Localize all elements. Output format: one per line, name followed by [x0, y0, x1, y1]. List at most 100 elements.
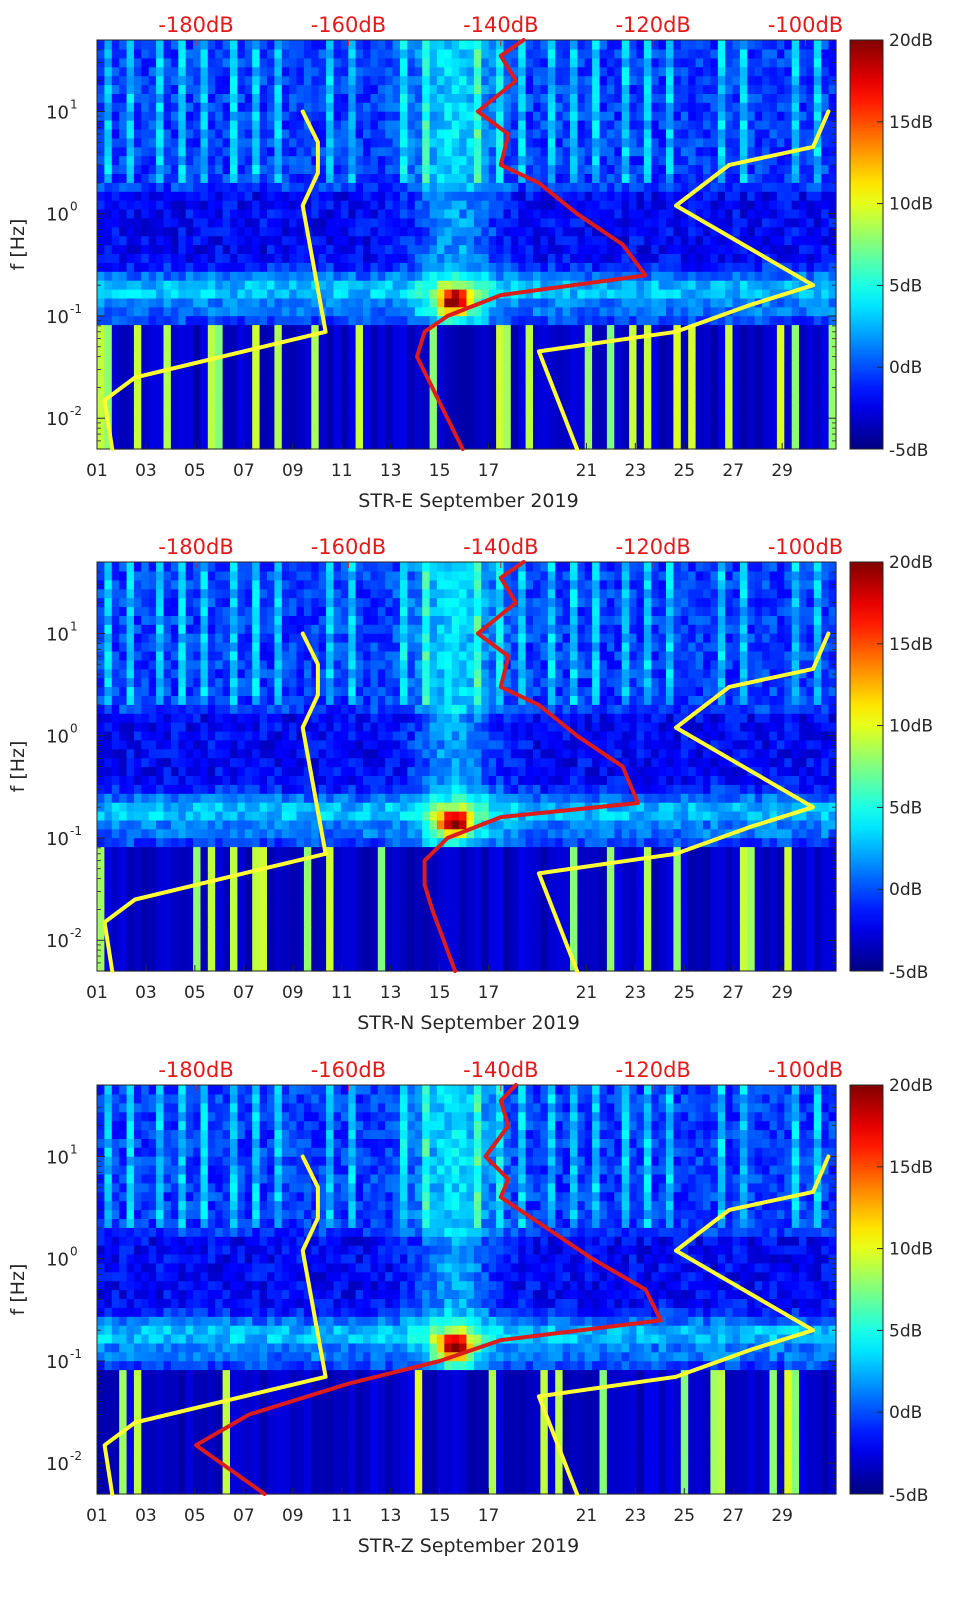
red-noise-curve-3 [194, 1083, 663, 1496]
y-tick-label: 10 [46, 205, 69, 226]
y-tick-label: 10 [46, 624, 69, 645]
x-tick-label: 11 [331, 461, 353, 481]
top-axis-label: -100dB [768, 535, 843, 559]
colorbar-label: 20dB [889, 1076, 933, 1096]
top-axis-label: -120dB [615, 1058, 690, 1082]
y-tick-exponent: -1 [70, 1347, 82, 1361]
x-tick-label: 23 [625, 1506, 647, 1526]
y-tick-label: 10 [46, 102, 69, 123]
y-tick-label: 10 [46, 1147, 69, 1168]
y-tick-label: 10 [46, 1250, 69, 1271]
colorbar-label: 0dB [889, 1403, 922, 1423]
top-axis-label: -160dB [311, 535, 386, 559]
top-axis-label: -120dB [615, 535, 690, 559]
colorbar-label: 10dB [889, 1240, 933, 1260]
x-tick-label: 05 [184, 461, 206, 481]
x-tick-label: 27 [722, 1506, 744, 1526]
x-tick-label: 15 [429, 983, 451, 1003]
colorbar-label: 10dB [889, 195, 933, 215]
yellow-noise-curve-2 [536, 109, 831, 451]
colorbar: 20dB 15dB 10dB 5dB 0dB -5dB [849, 553, 933, 983]
colorbar-gradient [849, 1084, 884, 1495]
y-tick-exponent: -1 [70, 302, 82, 316]
x-tick-label: 23 [625, 983, 647, 1003]
red-noise-curve-3 [422, 560, 640, 973]
colorbar-label: -5dB [889, 963, 928, 983]
x-tick-label: 21 [576, 461, 598, 481]
spectrogram-image [97, 40, 837, 450]
x-axis-label: STR-E September 2019 [358, 490, 578, 512]
colorbar: 20dB 15dB 10dB 5dB 0dB -5dB [849, 1076, 933, 1506]
top-axis-label: -140dB [463, 13, 538, 37]
top-axis-label: -120dB [615, 13, 690, 37]
x-tick-label: 27 [722, 983, 744, 1003]
x-tick-label: 25 [673, 461, 695, 481]
x-tick-label: 11 [331, 983, 353, 1003]
colorbar-label: -5dB [889, 1486, 928, 1506]
x-tick-label: 23 [625, 461, 647, 481]
y-tick-exponent: 0 [70, 1245, 78, 1259]
x-tick-label: 29 [771, 461, 793, 481]
spectrogram-image [97, 562, 837, 972]
colorbar-label: 10dB [889, 717, 933, 737]
colorbar-label: 5dB [889, 276, 922, 296]
colorbar-label: 0dB [889, 880, 922, 900]
x-tick-label: 17 [478, 1506, 500, 1526]
x-tick-label: 09 [282, 1506, 304, 1526]
yellow-noise-curve-2 [536, 631, 831, 973]
y-axis-label: f [Hz] [7, 1264, 29, 1316]
y-tick-exponent: 0 [70, 200, 78, 214]
x-tick-label: 15 [429, 1506, 451, 1526]
colorbar-gradient [849, 561, 884, 972]
x-tick-label: 15 [429, 461, 451, 481]
y-tick-exponent: 1 [70, 619, 78, 633]
x-tick-label: 25 [673, 1506, 695, 1526]
yellow-noise-curve-1 [102, 1154, 328, 1496]
yellow-noise-curve-1 [102, 631, 328, 973]
y-axis-label: f [Hz] [7, 219, 29, 271]
yellow-noise-curve-1 [102, 109, 328, 451]
y-tick-exponent: -1 [70, 824, 82, 838]
x-tick-label: 01 [86, 983, 108, 1003]
x-tick-label: 07 [233, 1506, 255, 1526]
x-tick-label: 01 [86, 1506, 108, 1526]
y-tick-label: 10 [46, 727, 69, 748]
x-tick-label: 03 [135, 983, 157, 1003]
colorbar-label: 15dB [889, 635, 933, 655]
y-tick-exponent: -2 [70, 404, 82, 418]
top-axis-label: -180dB [158, 1058, 233, 1082]
y-tick-exponent: -2 [70, 1449, 82, 1463]
x-tick-label: 09 [282, 983, 304, 1003]
y-tick-label: 10 [46, 1454, 69, 1475]
top-axis-label: -140dB [463, 535, 538, 559]
colorbar-label: 0dB [889, 358, 922, 378]
colorbar-label: 5dB [889, 798, 922, 818]
top-axis-label: -180dB [158, 535, 233, 559]
y-tick-exponent: 1 [70, 97, 78, 111]
x-tick-label: 17 [478, 461, 500, 481]
x-tick-label: 09 [282, 461, 304, 481]
x-tick-label: 17 [478, 983, 500, 1003]
colorbar-label: 15dB [889, 113, 933, 133]
x-tick-label: 13 [380, 461, 402, 481]
x-tick-label: 03 [135, 461, 157, 481]
x-tick-label: 01 [86, 461, 108, 481]
y-tick-label: 10 [46, 307, 69, 328]
colorbar-label: 15dB [889, 1158, 933, 1178]
colorbar: 20dB 15dB 10dB 5dB 0dB -5dB [849, 31, 933, 461]
y-tick-exponent: -2 [70, 926, 82, 940]
y-tick-exponent: 1 [70, 1142, 78, 1156]
top-axis-label: -100dB [768, 1058, 843, 1082]
top-axis-label: -160dB [311, 1058, 386, 1082]
x-tick-label: 07 [233, 461, 255, 481]
red-noise-curve-3 [415, 38, 648, 451]
x-tick-label: 21 [576, 983, 598, 1003]
y-tick-label: 10 [46, 931, 69, 952]
colorbar-gradient [849, 39, 884, 450]
y-tick-label: 10 [46, 1352, 69, 1373]
x-tick-label: 05 [184, 983, 206, 1003]
x-tick-label: 27 [722, 461, 744, 481]
